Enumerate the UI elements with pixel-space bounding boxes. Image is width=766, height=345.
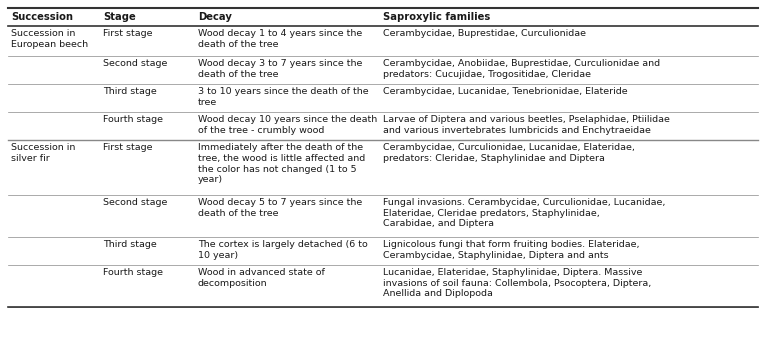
Text: Wood decay 1 to 4 years since the
death of the tree: Wood decay 1 to 4 years since the death …	[198, 29, 362, 49]
Text: Third stage: Third stage	[103, 87, 157, 96]
Text: Second stage: Second stage	[103, 198, 168, 207]
Text: Decay: Decay	[198, 12, 232, 22]
Text: Cerambycidae, Anobiidae, Buprestidae, Curculionidae and
predators: Cucujidae, Tr: Cerambycidae, Anobiidae, Buprestidae, Cu…	[383, 59, 660, 79]
Text: Wood in advanced state of
decomposition: Wood in advanced state of decomposition	[198, 268, 325, 288]
Text: The cortex is largely detached (6 to
10 year): The cortex is largely detached (6 to 10 …	[198, 240, 368, 260]
Text: Lignicolous fungi that form fruiting bodies. Elateridae,
Cerambycidae, Staphylin: Lignicolous fungi that form fruiting bod…	[383, 240, 640, 260]
Text: Immediately after the death of the
tree, the wood is little affected and
the col: Immediately after the death of the tree,…	[198, 143, 365, 184]
Text: Fourth stage: Fourth stage	[103, 115, 163, 124]
Text: Saproxylic families: Saproxylic families	[383, 12, 490, 22]
Text: Cerambycidae, Curculionidae, Lucanidae, Elateridae,
predators: Cleridae, Staphyl: Cerambycidae, Curculionidae, Lucanidae, …	[383, 143, 635, 163]
Text: Succession in
silver fir: Succession in silver fir	[11, 143, 75, 163]
Text: Cerambycidae, Buprestidae, Curculionidae: Cerambycidae, Buprestidae, Curculionidae	[383, 29, 586, 38]
Text: Third stage: Third stage	[103, 240, 157, 249]
Text: Succession in
European beech: Succession in European beech	[11, 29, 88, 49]
Text: Larvae of Diptera and various beetles, Pselaphidae, Ptiilidae
and various invert: Larvae of Diptera and various beetles, P…	[383, 115, 670, 135]
Text: Fungal invasions. Cerambycidae, Curculionidae, Lucanidae,
Elateridae, Cleridae p: Fungal invasions. Cerambycidae, Curculio…	[383, 198, 666, 228]
Text: 3 to 10 years since the death of the
tree: 3 to 10 years since the death of the tre…	[198, 87, 368, 107]
Text: First stage: First stage	[103, 143, 152, 152]
Text: First stage: First stage	[103, 29, 152, 38]
Text: Succession: Succession	[11, 12, 73, 22]
Text: Cerambycidae, Lucanidae, Tenebrionidae, Elateride: Cerambycidae, Lucanidae, Tenebrionidae, …	[383, 87, 627, 96]
Text: Wood decay 5 to 7 years since the
death of the tree: Wood decay 5 to 7 years since the death …	[198, 198, 362, 218]
Text: Wood decay 10 years since the death
of the tree - crumbly wood: Wood decay 10 years since the death of t…	[198, 115, 377, 135]
Text: Stage: Stage	[103, 12, 136, 22]
Text: Wood decay 3 to 7 years since the
death of the tree: Wood decay 3 to 7 years since the death …	[198, 59, 362, 79]
Text: Fourth stage: Fourth stage	[103, 268, 163, 277]
Text: Lucanidae, Elateridae, Staphylinidae, Diptera. Massive
invasions of soil fauna: : Lucanidae, Elateridae, Staphylinidae, Di…	[383, 268, 651, 298]
Text: Second stage: Second stage	[103, 59, 168, 68]
